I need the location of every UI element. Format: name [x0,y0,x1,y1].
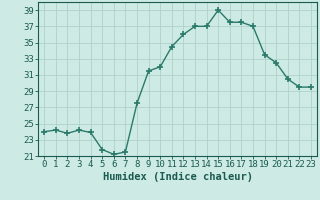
X-axis label: Humidex (Indice chaleur): Humidex (Indice chaleur) [103,172,252,182]
